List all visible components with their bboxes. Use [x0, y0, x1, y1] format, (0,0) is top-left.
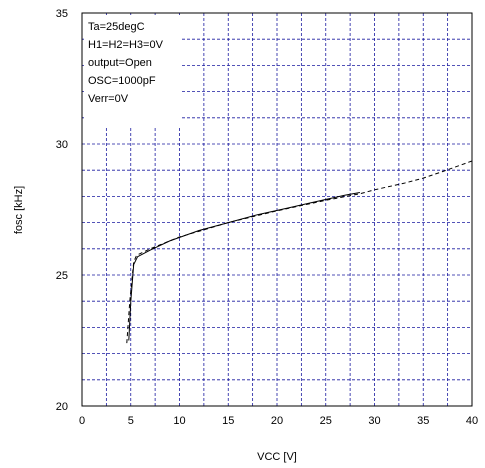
x-tick-label-7: 35	[417, 415, 429, 427]
grid-lines	[82, 13, 472, 406]
y-tick-label-2: 30	[56, 139, 68, 151]
plot-frame	[81, 12, 473, 407]
y-axis-label: fosc [kHz]	[13, 186, 25, 234]
x-tick-label-6: 30	[368, 415, 380, 427]
annotation-line-1: H1=H2=H3=0V	[88, 39, 164, 51]
y-tick-label-1: 25	[56, 270, 68, 282]
x-tick-label-0: 0	[79, 415, 85, 427]
series-line-solid	[128, 192, 360, 341]
annotation-line-2: output=Open	[88, 57, 152, 69]
series-lines	[126, 160, 473, 344]
x-tick-label-3: 15	[222, 415, 234, 427]
annotation-box	[84, 15, 181, 128]
annotation-line-0: Ta=25degC	[88, 21, 145, 33]
x-tick-label-8: 40	[466, 415, 478, 427]
x-tick-label-1: 5	[128, 415, 134, 427]
annotation-line-3: OSC=1000pF	[88, 75, 156, 87]
x-axis-label: VCC [V]	[257, 451, 297, 463]
tick-labels: 0 5 10 15 20 25 30 35 40 20 25 30 35	[56, 8, 478, 427]
x-tick-label-4: 20	[271, 415, 283, 427]
annotation-text: Ta=25degC H1=H2=H3=0V output=Open OSC=1000p…	[88, 21, 164, 105]
series-line-dashed	[126, 160, 473, 344]
y-tick-label-3: 35	[56, 8, 68, 20]
x-tick-label-2: 10	[173, 415, 185, 427]
y-tick-label-0: 20	[56, 401, 68, 413]
x-tick-label-5: 25	[320, 415, 332, 427]
annotation-line-4: Verr=0V	[88, 93, 129, 105]
